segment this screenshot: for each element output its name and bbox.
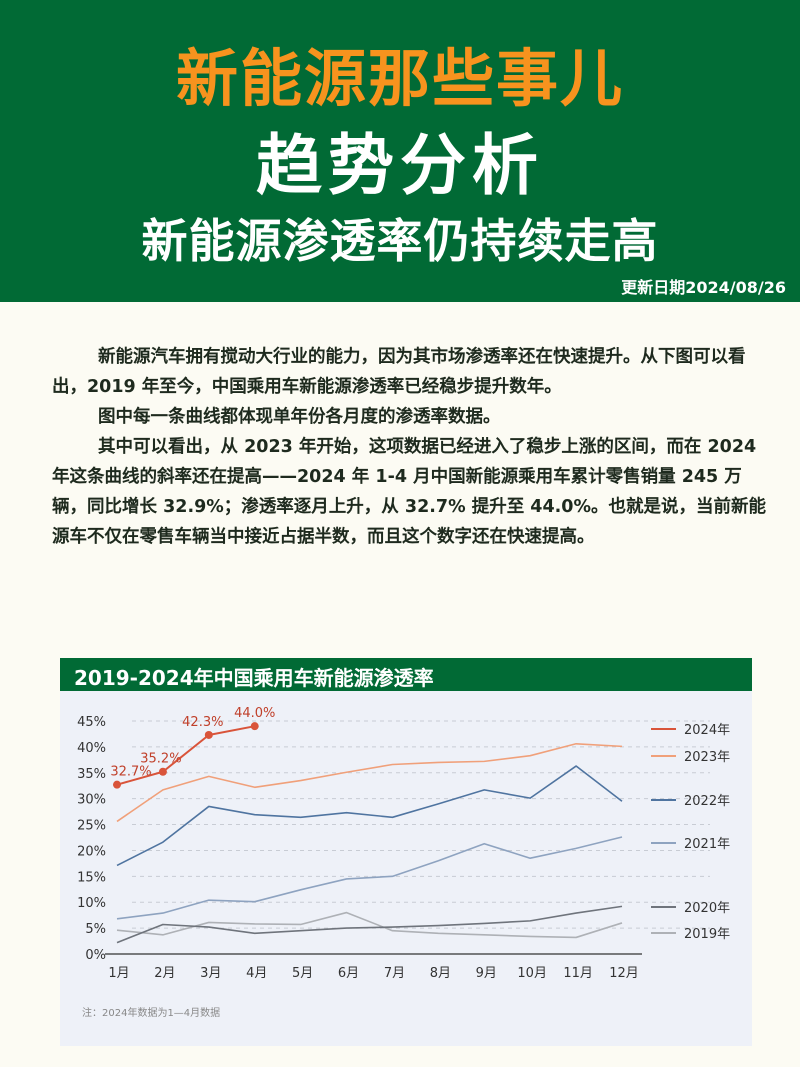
series-line-2020年 xyxy=(116,905,623,944)
x-tick-label: 4月 xyxy=(246,966,267,981)
x-tick-label: 11月 xyxy=(563,966,593,981)
y-tick-label: 35% xyxy=(77,767,106,782)
main-title: 趋势分析 xyxy=(256,127,544,204)
chart-title: 2019-2024年中国乘用车新能源渗透率 xyxy=(60,658,752,691)
y-tick-label: 0% xyxy=(85,948,106,963)
legend-label: 2023年 xyxy=(684,750,730,765)
legend-label: 2020年 xyxy=(684,901,730,916)
data-point xyxy=(204,730,213,739)
article-body: 新能源汽车拥有搅动大行业的能力，因为其市场渗透率还在快速提升。从下图可以看出，2… xyxy=(52,342,772,552)
series-line-2023年 xyxy=(116,742,623,823)
y-tick-label: 30% xyxy=(77,793,106,808)
x-tick-label: 3月 xyxy=(200,966,221,981)
x-tick-label: 6月 xyxy=(338,966,359,981)
line-chart: 0% 5% 10% 15% 20% 25% 30% 35% 40% 45% 1月 2月 3月 4月 5月 6月… xyxy=(77,706,730,981)
chart-note: 注：2024年数据为1—4月数据 xyxy=(82,1008,221,1019)
legend-label: 2024年 xyxy=(684,723,730,738)
y-tick-label: 40% xyxy=(77,741,106,756)
y-tick-label: 45% xyxy=(77,715,106,730)
data-label: 44.0% xyxy=(234,706,275,721)
y-tick-label: 10% xyxy=(77,896,106,911)
paragraph: 图中每一条曲线都体现单年份各月度的渗透率数据。 xyxy=(98,407,501,427)
update-date: 更新日期2024/08/26 xyxy=(621,278,786,297)
legend-label: 2021年 xyxy=(684,837,730,852)
y-tick-label: 20% xyxy=(77,844,106,859)
data-label: 42.3% xyxy=(182,715,223,730)
series-line-2024年 xyxy=(116,725,255,786)
series-line-2022年 xyxy=(116,765,623,867)
legend-label: 2022年 xyxy=(684,794,730,809)
series-line-2021年 xyxy=(116,836,623,920)
data-point xyxy=(158,767,167,776)
series-line-2019年 xyxy=(116,911,623,939)
series-title: 新能源那些事儿 xyxy=(175,42,624,115)
x-tick-label: 9月 xyxy=(476,966,497,981)
y-tick-label: 5% xyxy=(85,922,106,937)
x-tick-label: 12月 xyxy=(609,966,639,981)
chart-panel: 2019-2024年中国乘用车新能源渗透率 0% 5% 10% 15% 20% 25% 30… xyxy=(60,658,752,1046)
paragraph: 其中可以看出，从 2023 年开始，这项数据已经进入了稳步上涨的区间，而在 20… xyxy=(52,437,767,547)
x-tick-label: 2月 xyxy=(154,966,175,981)
data-point xyxy=(250,722,259,731)
x-tick-label: 8月 xyxy=(430,966,451,981)
header-banner: 新能源那些事儿 趋势分析 新能源渗透率仍持续走高 更新日期2024/08/26 xyxy=(0,0,800,302)
x-tick-label: 1月 xyxy=(108,966,129,981)
data-label: 35.2% xyxy=(140,752,181,767)
y-tick-label: 25% xyxy=(77,819,106,834)
subtitle: 新能源渗透率仍持续走高 xyxy=(141,214,659,268)
x-tick-label: 7月 xyxy=(384,966,405,981)
data-point xyxy=(113,780,121,789)
paragraph: 新能源汽车拥有搅动大行业的能力，因为其市场渗透率还在快速提升。从下图可以看出，2… xyxy=(52,347,746,397)
y-tick-label: 15% xyxy=(77,870,106,885)
legend-label: 2019年 xyxy=(684,927,730,942)
x-tick-label: 10月 xyxy=(517,966,547,981)
data-label: 32.7% xyxy=(110,765,151,780)
x-tick-label: 5月 xyxy=(292,966,313,981)
